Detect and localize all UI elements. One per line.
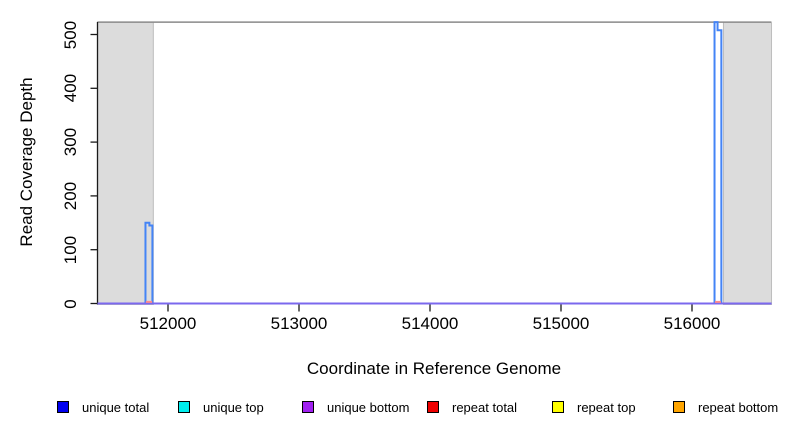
masked-region	[722, 21, 773, 305]
y-tick-label: 500	[61, 20, 80, 49]
masked-region	[97, 21, 154, 305]
coverage-trace	[97, 21, 772, 305]
x-tick-label: 515000	[532, 314, 590, 333]
legend-swatch-icon	[673, 401, 685, 413]
legend-label: repeat total	[452, 399, 518, 415]
legend-item: unique top	[178, 399, 264, 415]
legend-label: repeat bottom	[698, 399, 779, 415]
x-axis-title: Coordinate in Reference Genome	[306, 359, 562, 378]
legend-swatch-icon	[427, 401, 439, 413]
legend-swatch-icon	[57, 401, 69, 413]
legend-swatch-icon	[552, 401, 564, 413]
legend-label: unique total	[82, 399, 150, 415]
legend-label: unique top	[203, 399, 264, 415]
y-tick-label: 300	[61, 127, 80, 157]
y-tick-label: 100	[61, 235, 80, 264]
legend-item: repeat bottom	[673, 399, 778, 415]
legend-item: unique total	[57, 399, 149, 415]
y-tick-label: 0	[61, 298, 80, 309]
x-tick-label: 516000	[663, 314, 721, 333]
y-axis-title: Read Coverage Depth	[17, 77, 36, 247]
legend-label: unique bottom	[327, 399, 410, 415]
legend-swatch-icon	[302, 401, 314, 413]
x-tick-label: 513000	[270, 314, 328, 333]
y-tick-label: 200	[61, 181, 80, 211]
legend-item: unique bottom	[302, 399, 409, 415]
x-tick-label: 512000	[139, 314, 197, 333]
x-tick-label: 514000	[401, 314, 459, 333]
y-tick-label: 400	[61, 74, 80, 103]
legend-swatch-icon	[178, 401, 190, 413]
legend-item: repeat total	[427, 399, 517, 415]
legend-item: repeat top	[552, 399, 636, 415]
legend-label: repeat top	[577, 399, 636, 415]
